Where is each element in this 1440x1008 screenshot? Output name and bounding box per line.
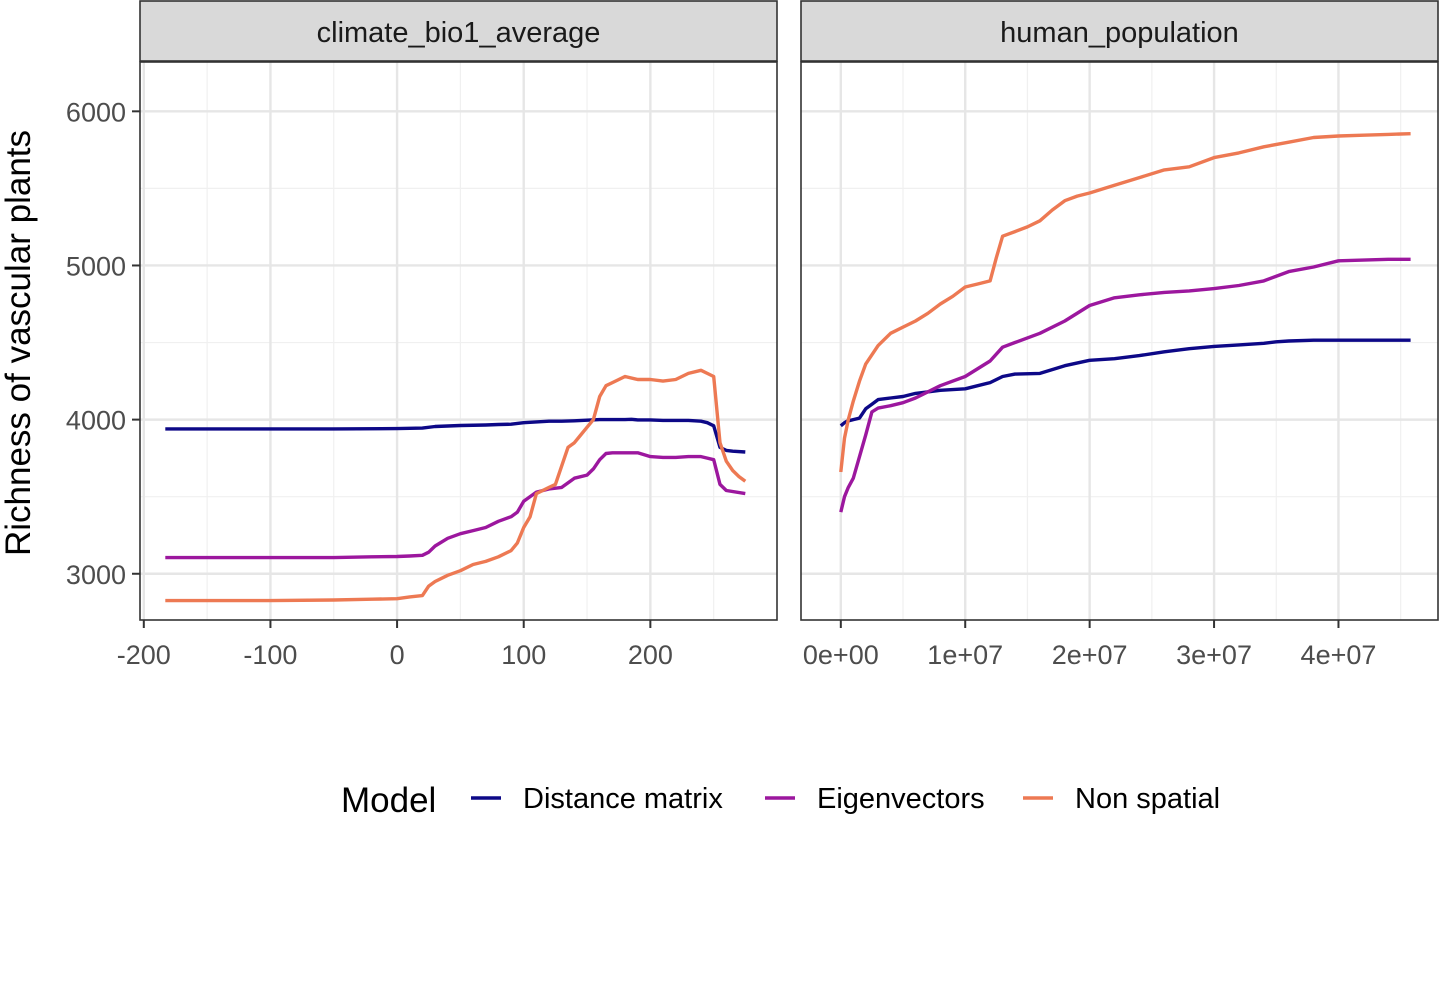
series-line-non-spatial bbox=[839, 132, 1411, 473]
series-line-non-spatial bbox=[165, 368, 747, 603]
y-axis: 3000 4000 5000 6000 bbox=[66, 97, 140, 590]
panel-border bbox=[139, 61, 778, 621]
panel-background bbox=[140, 62, 777, 620]
x-tick-label: 4e+07 bbox=[1301, 640, 1377, 670]
x-tick-label: 2e+07 bbox=[1052, 640, 1128, 670]
series-line-eigenvectors bbox=[839, 257, 1411, 513]
strip-label: human_population bbox=[1000, 17, 1239, 49]
y-tick-label: 4000 bbox=[66, 406, 126, 436]
strip-background bbox=[800, 0, 1439, 62]
panels: climate_bio1_average -200 -100 0 100 200 human… bbox=[117, 0, 1439, 670]
panel-border bbox=[800, 61, 1439, 621]
x-tick-label: 1e+07 bbox=[927, 640, 1003, 670]
legend: Model Distance matrix Eigenvectors Non spat… bbox=[341, 781, 1220, 820]
x-tick-label: -100 bbox=[243, 640, 297, 670]
series-line-distance-matrix bbox=[165, 417, 746, 454]
y-tick-label: 6000 bbox=[66, 97, 126, 127]
y-tick-label: 5000 bbox=[66, 251, 126, 281]
series-line-distance-matrix bbox=[839, 338, 1411, 428]
y-tick-label: 3000 bbox=[66, 560, 126, 590]
x-tick-label: 3e+07 bbox=[1176, 640, 1252, 670]
legend-label: Distance matrix bbox=[523, 783, 723, 815]
y-axis-title: Richness of vascular plants bbox=[0, 130, 38, 556]
panel-climate_bio1_average: climate_bio1_average -200 -100 0 100 200 bbox=[117, 0, 778, 670]
strip-background bbox=[139, 0, 778, 62]
legend-title: Model bbox=[341, 781, 436, 820]
x-tick-label: 100 bbox=[501, 640, 546, 670]
x-tick-label: 0e+00 bbox=[803, 640, 879, 670]
panel-human_population: human_population 0e+00 1e+07 2e+07 3e+07 4e+0… bbox=[800, 0, 1439, 670]
x-tick-label: 0 bbox=[390, 640, 405, 670]
x-tick-label: 200 bbox=[628, 640, 673, 670]
strip-label: climate_bio1_average bbox=[317, 17, 601, 49]
legend-label: Eigenvectors bbox=[817, 783, 985, 815]
x-tick-label: -200 bbox=[117, 640, 171, 670]
legend-label: Non spatial bbox=[1075, 783, 1220, 815]
